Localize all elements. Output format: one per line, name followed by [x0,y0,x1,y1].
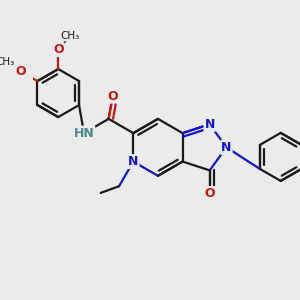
Text: CH₃: CH₃ [60,31,79,41]
Text: N: N [205,118,215,131]
Text: O: O [53,43,64,56]
Text: HN: HN [74,127,94,140]
Text: O: O [204,187,215,200]
Text: O: O [107,90,118,103]
Text: CH₃: CH₃ [0,57,15,68]
Text: O: O [15,65,26,78]
Text: N: N [128,155,139,168]
Text: N: N [221,141,232,154]
